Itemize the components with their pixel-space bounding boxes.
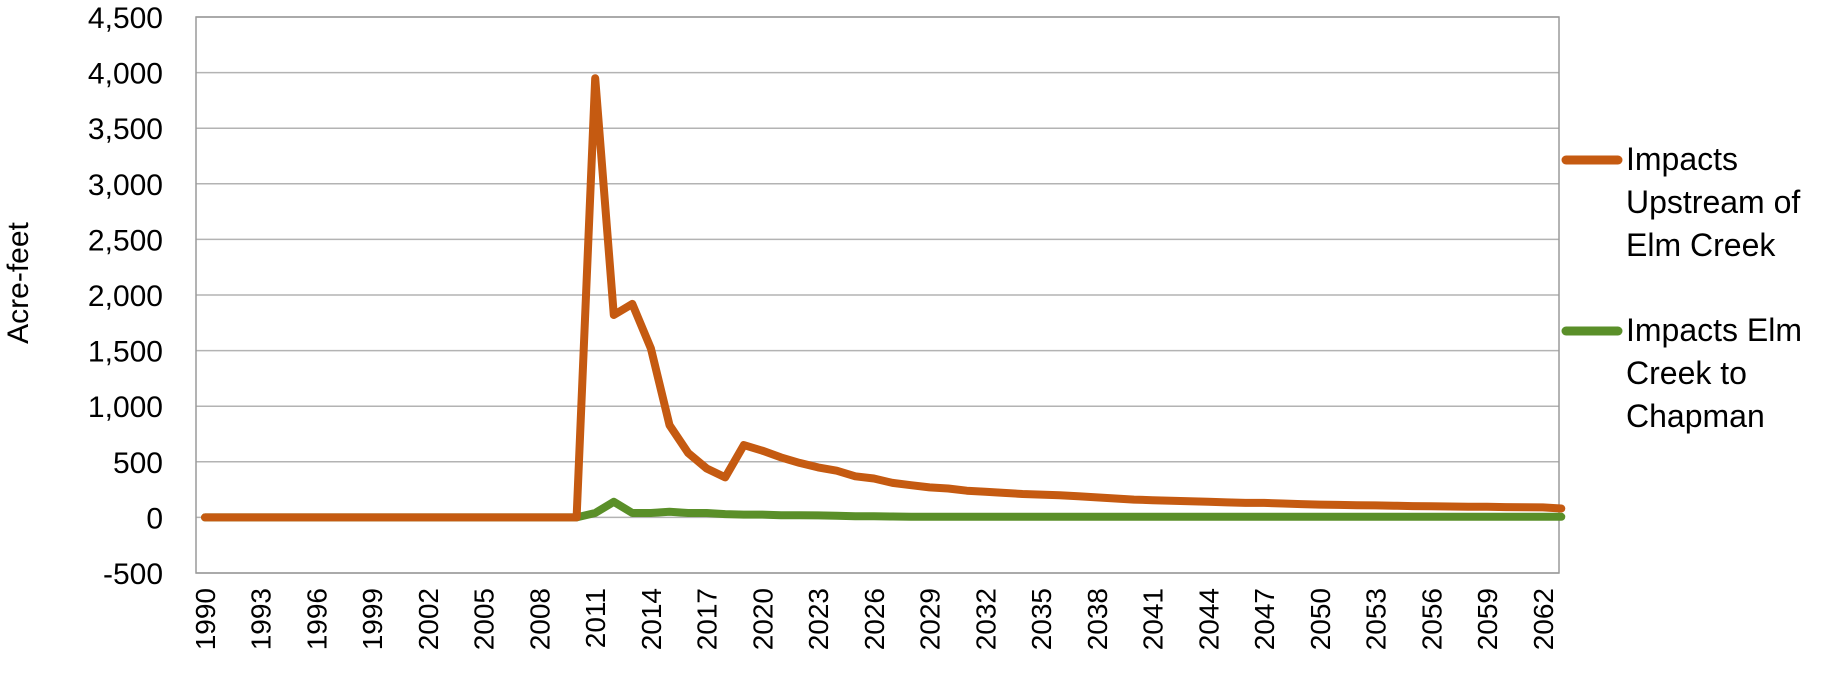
- x-tick-label: 2041: [1138, 588, 1169, 650]
- legend-label-line: Elm Creek: [1626, 227, 1776, 263]
- y-tick-label: 2,000: [88, 280, 163, 313]
- y-tick-label: 2,500: [88, 224, 163, 257]
- x-tick-label: 2029: [915, 588, 946, 650]
- x-tick-label: 2035: [1026, 588, 1057, 650]
- y-tick-label: 1,500: [88, 336, 163, 369]
- legend-label-line: Chapman: [1626, 398, 1765, 434]
- x-tick-label: 1996: [301, 588, 332, 650]
- x-tick-label: 2053: [1361, 588, 1392, 650]
- y-tick-label: 4,500: [88, 2, 163, 35]
- x-tick-label: 2047: [1249, 588, 1280, 650]
- x-tick-label: 2050: [1305, 588, 1336, 650]
- y-tick-label: 0: [146, 502, 163, 535]
- x-tick-label: 2044: [1193, 588, 1224, 650]
- legend-label-line: Impacts Elm: [1626, 312, 1802, 348]
- x-axis-tick-labels: 1990 1993 1996 1999 2002 2005 2008 2011 2014 2017…: [190, 588, 1559, 650]
- y-tick-label: 3,000: [88, 169, 163, 202]
- legend-label-1: Impacts Elm Creek to Chapman: [1626, 312, 1802, 434]
- x-tick-label: 2002: [413, 588, 444, 650]
- y-tick-label: 4,000: [88, 58, 163, 91]
- x-tick-label: 1999: [357, 588, 388, 650]
- y-tick-label: 3,500: [88, 113, 163, 146]
- y-tick-label: -500: [103, 558, 163, 591]
- x-tick-label: 2038: [1082, 588, 1113, 650]
- y-tick-label: 1,000: [88, 391, 163, 424]
- x-tick-label: 2056: [1416, 588, 1447, 650]
- y-tick-label: 500: [113, 447, 163, 480]
- x-tick-label: 1993: [246, 588, 277, 650]
- x-tick-label: 2008: [524, 588, 555, 650]
- legend-label-line: Impacts: [1626, 141, 1738, 177]
- x-tick-label: 1990: [190, 588, 221, 650]
- x-tick-label: 2059: [1472, 588, 1503, 650]
- legend-label-0: Impacts Upstream of Elm Creek: [1626, 141, 1800, 263]
- legend: Impacts Upstream of Elm Creek Impacts Elm Cr…: [1561, 141, 1802, 434]
- x-tick-label: 2020: [747, 588, 778, 650]
- legend-label-line: Upstream of: [1626, 184, 1800, 220]
- y-axis-label: Acre-feet: [2, 221, 35, 343]
- series-line-0: [201, 74, 1566, 522]
- x-tick-label: 2023: [803, 588, 834, 650]
- legend-label-line: Creek to: [1626, 355, 1747, 391]
- x-tick-label: 2005: [469, 588, 500, 650]
- plot-area: [195, 16, 1560, 574]
- gridlines: [196, 16, 1559, 574]
- series-line-1: [201, 497, 1566, 522]
- series-lines: [201, 74, 1566, 522]
- x-tick-label: 2017: [692, 588, 723, 650]
- x-tick-label: 2032: [970, 588, 1001, 650]
- x-tick-label: 2062: [1528, 588, 1559, 650]
- x-tick-label: 2011: [580, 588, 611, 648]
- x-tick-label: 2026: [859, 588, 890, 650]
- x-tick-label: 2014: [636, 588, 667, 650]
- y-axis-tick-labels: 4,500 4,000 3,500 3,000 2,500 2,000 1,500 1,000…: [88, 2, 163, 591]
